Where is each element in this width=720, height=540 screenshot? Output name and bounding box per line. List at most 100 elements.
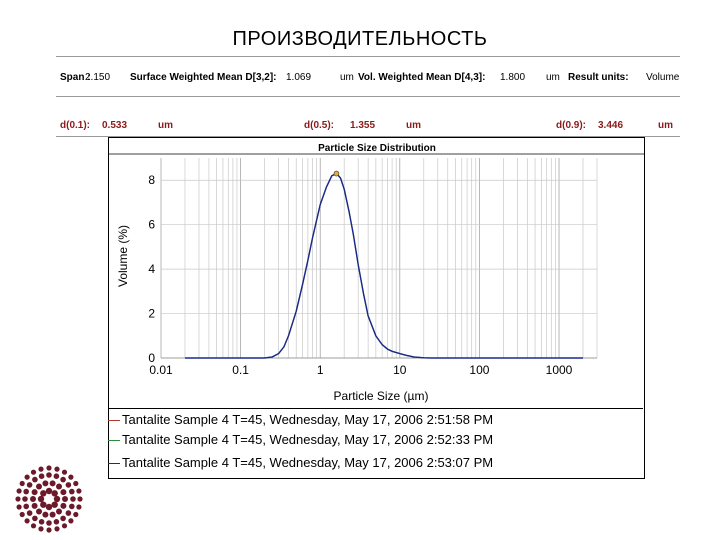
logo-dot bbox=[42, 480, 49, 487]
logo-dot bbox=[32, 515, 38, 522]
logo-dot bbox=[26, 482, 33, 488]
d05-value: 1.355 bbox=[350, 120, 376, 131]
logo-dot bbox=[69, 488, 75, 495]
d09-unit: um bbox=[658, 120, 673, 131]
logo-dot bbox=[37, 495, 45, 503]
logo-dot bbox=[38, 473, 45, 479]
logo-dot bbox=[26, 510, 33, 516]
logo-dot bbox=[73, 511, 79, 518]
logo-dot bbox=[53, 473, 60, 479]
logo-dot bbox=[46, 520, 52, 526]
logo-dot bbox=[19, 480, 25, 487]
logo-dot bbox=[56, 508, 62, 515]
legend-label: Tantalite Sample 4 T=45, Wednesday, May … bbox=[122, 455, 494, 470]
logo-dot bbox=[46, 465, 52, 471]
legend-swatch bbox=[108, 463, 120, 465]
logo-dot bbox=[77, 496, 83, 502]
legend-item: Tantalite Sample 4 T=45, Wednesday, May … bbox=[108, 432, 643, 447]
x-tick-label: 10 bbox=[393, 363, 407, 377]
logo-dot bbox=[51, 501, 58, 508]
tick-labels: 0.01 0.1 1 10 100 1000 0 2 4 6 8 bbox=[148, 173, 572, 377]
x-tick-label: 0.1 bbox=[232, 363, 249, 377]
legend-swatch bbox=[108, 440, 120, 442]
title-divider bbox=[56, 56, 680, 57]
volume-weighted-mean-unit: um bbox=[546, 72, 560, 83]
x-axis-label: Particle Size (µm) bbox=[334, 389, 429, 403]
logo-dot bbox=[65, 482, 72, 488]
y-tick-label: 0 bbox=[148, 351, 155, 365]
d09-label: d(0.9): bbox=[556, 120, 586, 131]
logo-dot bbox=[53, 495, 61, 503]
peak-marker bbox=[333, 170, 340, 177]
surface-weighted-mean-unit: um bbox=[340, 72, 354, 83]
logo-dot bbox=[31, 502, 38, 509]
logo-dot bbox=[16, 488, 22, 494]
logo-dot bbox=[46, 472, 52, 478]
legend-item: Tantalite Sample 4 T=45, Wednesday, May … bbox=[108, 408, 643, 432]
series-line-3 bbox=[185, 172, 583, 359]
logo-dot bbox=[65, 510, 72, 516]
x-tick-label: 0.01 bbox=[149, 363, 173, 377]
legend-label: Tantalite Sample 4 T=45, Wednesday, May … bbox=[122, 432, 494, 447]
series-lines bbox=[185, 170, 583, 359]
d01-label: d(0.1): bbox=[60, 120, 90, 131]
logo-dot bbox=[56, 483, 62, 490]
logo-dot bbox=[30, 523, 37, 529]
x-tick-label: 1 bbox=[317, 363, 324, 377]
x-tick-label: 1000 bbox=[546, 363, 573, 377]
span-label: Span : bbox=[60, 72, 91, 83]
logo-dot bbox=[31, 489, 38, 496]
logo-dot bbox=[68, 474, 74, 480]
logo-dot bbox=[61, 469, 68, 475]
logo-dot bbox=[19, 511, 25, 518]
logo-dot bbox=[54, 526, 60, 532]
d01-unit: um bbox=[158, 120, 173, 131]
logo-dot bbox=[42, 511, 49, 518]
logo-dot bbox=[40, 490, 47, 497]
x-tick-label: 100 bbox=[469, 363, 489, 377]
logo-dot bbox=[16, 504, 22, 510]
grid bbox=[160, 158, 598, 359]
logo-dot bbox=[49, 511, 56, 518]
y-tick-label: 6 bbox=[148, 218, 155, 232]
logo-dot bbox=[61, 523, 68, 529]
logo-dot bbox=[54, 466, 60, 472]
logo-dot bbox=[45, 503, 53, 511]
stats-divider-2 bbox=[56, 136, 680, 137]
logo-dot bbox=[49, 480, 56, 487]
logo-dot bbox=[70, 496, 76, 502]
stats-divider-1 bbox=[56, 96, 680, 97]
logo-dot bbox=[36, 483, 42, 490]
logo-dot bbox=[22, 496, 28, 502]
d01-value: 0.533 bbox=[102, 120, 128, 131]
logo-dot bbox=[46, 527, 52, 533]
result-units-value: Volume bbox=[646, 72, 680, 83]
logo-dot bbox=[23, 488, 29, 495]
logo-dot bbox=[38, 466, 44, 472]
span-value: 2.150 bbox=[85, 72, 111, 83]
logo-dot bbox=[62, 496, 68, 502]
volume-weighted-mean-label: Vol. Weighted Mean D[4,3]: bbox=[358, 72, 486, 83]
logo-dot bbox=[51, 490, 58, 497]
logo-dot bbox=[32, 476, 38, 483]
volume-weighted-mean-value: 1.800 bbox=[500, 72, 526, 83]
chart-legend: Tantalite Sample 4 T=45, Wednesday, May … bbox=[108, 408, 643, 477]
y-axis-label: Volume (%) bbox=[116, 225, 130, 287]
particle-size-chart: Particle Size Distribution 0.01 0.1 1 10 100… bbox=[109, 143, 644, 403]
logo-dot bbox=[30, 496, 36, 502]
logo-dot bbox=[68, 518, 74, 524]
logo-dot bbox=[60, 476, 66, 483]
d05-unit: um bbox=[406, 120, 421, 131]
logo-dot bbox=[45, 487, 53, 495]
logo-dot bbox=[38, 526, 44, 532]
surface-weighted-mean-label: Surface Weighted Mean D[3,2]: bbox=[130, 72, 277, 83]
logo-icon bbox=[15, 465, 83, 533]
logo-dot bbox=[36, 508, 42, 515]
result-units-label: Result units: bbox=[568, 72, 629, 83]
chart-frame: Particle Size Distribution 0.01 0.1 1 10 100… bbox=[108, 137, 645, 479]
logo-dot bbox=[40, 501, 47, 508]
logo-dot bbox=[60, 515, 66, 522]
logo-dot bbox=[60, 502, 67, 509]
logo-dot bbox=[15, 496, 21, 502]
series-line-2 bbox=[185, 172, 583, 359]
